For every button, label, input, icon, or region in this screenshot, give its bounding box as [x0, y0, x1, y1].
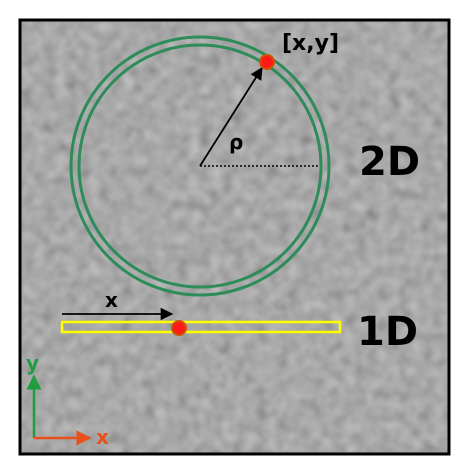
ring-inner: [77, 43, 323, 289]
dimension-1d-label: 1D: [357, 309, 418, 355]
point-1d: [171, 320, 187, 336]
ring-outer: [69, 35, 331, 297]
image-frame: [18, 18, 451, 456]
strip-1d: [60, 320, 342, 334]
axis-x-label: x: [96, 425, 109, 449]
point-2d: [259, 54, 275, 70]
radius-arrow: [199, 66, 263, 167]
axis-y-label: y: [26, 351, 39, 375]
radius-label: ρ: [229, 130, 243, 154]
x-label-1d: x: [105, 288, 118, 312]
dimension-2d-label: 2D: [359, 139, 420, 185]
point-2d-label: [x,y]: [282, 31, 339, 56]
